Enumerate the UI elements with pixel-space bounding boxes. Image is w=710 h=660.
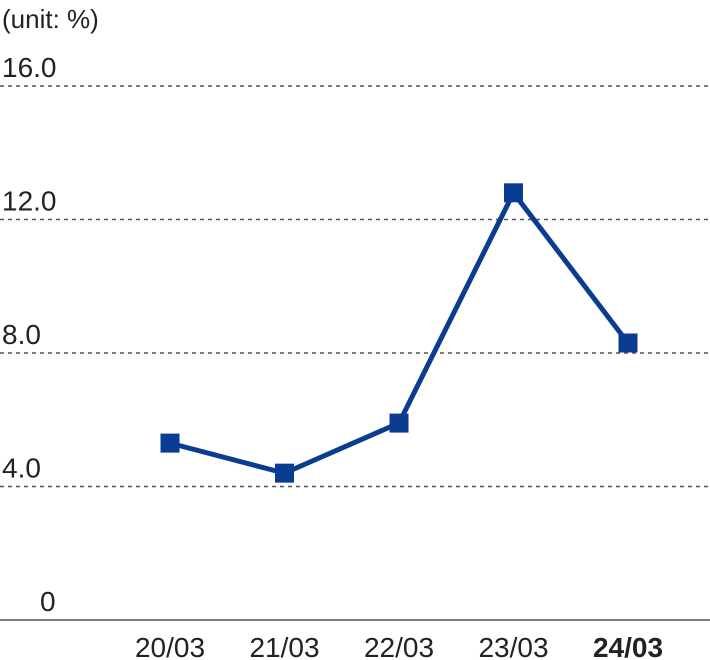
data-point-marker [504,183,523,203]
y-tick-label: 8.0 [2,319,41,350]
x-axis-tick-labels: 20/03 21/03 22/03 23/03 24/03 [135,632,663,660]
y-axis-tick-labels: 0 4.0 8.0 12.0 16.0 [2,52,57,617]
y-tick-label: 16.0 [2,52,57,83]
x-tick-label: 21/03 [249,632,319,660]
data-point-marker [389,413,409,433]
x-tick-label: 20/03 [135,632,205,660]
y-tick-label: 4.0 [2,453,41,484]
data-point-marker [160,433,180,453]
x-tick-label: 22/03 [364,632,434,660]
x-tick-label: 23/03 [478,632,548,660]
series-layer [160,183,638,483]
y-tick-label: 0 [40,586,56,617]
grid-lines [0,85,710,488]
data-point-marker [275,463,294,483]
y-tick-label: 12.0 [2,186,57,217]
data-point-marker [618,333,638,353]
unit-label: (unit: %) [2,4,99,34]
x-tick-label: 24/03 [593,632,663,660]
